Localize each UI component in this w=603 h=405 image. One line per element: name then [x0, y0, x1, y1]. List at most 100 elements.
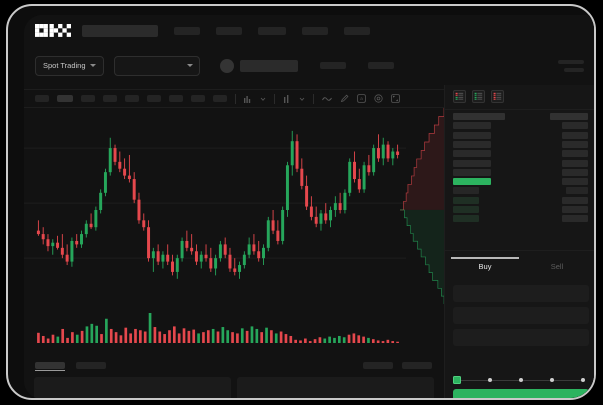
spot-trading-selector[interactable]: Spot Trading: [35, 55, 104, 76]
timeframe-chip-2[interactable]: [57, 95, 73, 102]
price-field[interactable]: [453, 307, 589, 324]
orders-tab-2[interactable]: [76, 361, 106, 369]
orders-action-2[interactable]: [402, 361, 432, 369]
orderbook-row-value: [562, 140, 588, 148]
okx-logo[interactable]: [35, 24, 73, 37]
amount-field[interactable]: [453, 329, 589, 346]
orderbook-row[interactable]: [453, 168, 491, 176]
orderbook-row-highlighted[interactable]: [453, 178, 491, 186]
orderbook-row[interactable]: [453, 122, 491, 130]
orderbook-row[interactable]: [453, 140, 491, 148]
orders-tab-bar: [24, 356, 444, 374]
timeframe-chip-9[interactable]: [213, 95, 227, 102]
submit-order-button[interactable]: [453, 389, 589, 398]
orderbook-row-value: [562, 131, 588, 139]
trading-pair-selector[interactable]: [113, 55, 200, 76]
orders-tab-1[interactable]: [35, 361, 65, 369]
orders-content-cards: [24, 377, 444, 398]
indicators-chevron-down-icon[interactable]: [260, 96, 266, 102]
last-price-value: [239, 59, 298, 72]
slider-stop-100[interactable]: [581, 378, 585, 382]
orderbook-row-value: [562, 168, 588, 176]
orderbook-row-value: [562, 215, 588, 223]
compare-icon[interactable]: [283, 94, 291, 103]
orderbook-row[interactable]: [453, 150, 491, 158]
orderbook-row-value: [562, 196, 588, 204]
alert-bell-icon[interactable]: a: [357, 94, 366, 103]
orderbook-view-toggles: [453, 90, 504, 103]
slider-stop-75[interactable]: [550, 378, 554, 382]
orderbook-row[interactable]: [453, 206, 479, 213]
search-input[interactable]: [82, 24, 158, 37]
timeframe-chip-8[interactable]: [191, 95, 205, 102]
orderbook-rows[interactable]: [445, 113, 594, 227]
market-stat-2: [367, 62, 394, 69]
orderbook-row[interactable]: [453, 196, 479, 204]
market-stat-4: [564, 67, 584, 72]
timeframe-chip-6[interactable]: [147, 95, 161, 102]
orderbook-bids-icon[interactable]: [472, 90, 485, 103]
candlestick-chart[interactable]: [24, 108, 444, 304]
orderbook-row-value: [562, 206, 588, 213]
nav-item-2[interactable]: [216, 26, 242, 35]
market-stat-1: [319, 62, 346, 69]
market-stat-3: [558, 59, 584, 64]
slider-stop-25[interactable]: [488, 378, 492, 382]
chart-toolbar: a: [24, 89, 444, 108]
orderbook-row[interactable]: [453, 159, 491, 167]
order-type-field[interactable]: [453, 285, 589, 302]
orderbook-row-value: [550, 113, 588, 120]
orderbook-asks-icon[interactable]: [491, 90, 504, 103]
compare-chevron-down-icon[interactable]: [299, 96, 305, 102]
volume-series: [37, 313, 399, 343]
chevron-down-icon: [89, 64, 96, 67]
orderbook-both-icon[interactable]: [453, 90, 466, 103]
orderbook-row[interactable]: [453, 187, 479, 195]
drawing-line-icon[interactable]: [322, 95, 332, 103]
orderbook-row[interactable]: [453, 131, 491, 139]
orderbook-row-value: [562, 178, 588, 186]
device-frame: Spot Trading: [6, 4, 596, 400]
buy-sell-tabs: Buy Sell: [445, 257, 594, 279]
tab-buy[interactable]: Buy: [478, 262, 492, 271]
nav-item-5[interactable]: [344, 26, 370, 35]
volume-histogram: [24, 307, 444, 353]
buy-tab-indicator: [451, 257, 519, 259]
nav-item-3[interactable]: [258, 26, 286, 35]
orderbook-row[interactable]: [453, 113, 505, 120]
toolbar-divider-3: [313, 93, 314, 104]
timeframe-chip-4[interactable]: [103, 95, 117, 102]
timeframe-chip-7[interactable]: [169, 95, 183, 102]
timeframe-chip-1[interactable]: [35, 95, 49, 102]
orderbook-divider: [445, 109, 594, 110]
indicators-icon[interactable]: [244, 95, 252, 103]
pair-coin-avatar: [219, 58, 234, 73]
nav-item-1[interactable]: [174, 26, 200, 35]
slider-stop-50[interactable]: [519, 378, 523, 382]
orderbook-row[interactable]: [453, 215, 479, 223]
chevron-down-icon: [186, 64, 193, 67]
orders-card-1: [34, 377, 231, 398]
okx-logo-icon: [35, 24, 71, 37]
candlestick-series: [24, 130, 406, 279]
timeframe-chip-5[interactable]: [125, 95, 139, 102]
pencil-icon[interactable]: [340, 94, 349, 103]
settings-gear-icon[interactable]: [374, 94, 383, 103]
toolbar-divider-2: [274, 93, 275, 104]
amount-percent-slider[interactable]: [453, 375, 589, 385]
timeframe-chip-3[interactable]: [81, 95, 95, 102]
orderbook-row-value: [562, 150, 588, 158]
orderbook-trade-panel: Buy Sell: [444, 85, 594, 398]
orderbook-row-value: [566, 187, 588, 195]
fullscreen-icon[interactable]: [391, 94, 400, 103]
orders-action-1[interactable]: [363, 361, 393, 369]
svg-text:a: a: [360, 96, 363, 101]
market-stat-stack: [558, 59, 584, 72]
slider-handle[interactable]: [453, 376, 461, 384]
nav-item-4[interactable]: [302, 26, 328, 35]
orderbook-row-value: [562, 122, 588, 130]
active-tab-indicator: [35, 370, 65, 371]
orderbook-row-value: [562, 159, 588, 167]
panel-divider: [445, 250, 594, 251]
tab-sell[interactable]: Sell: [550, 262, 564, 271]
